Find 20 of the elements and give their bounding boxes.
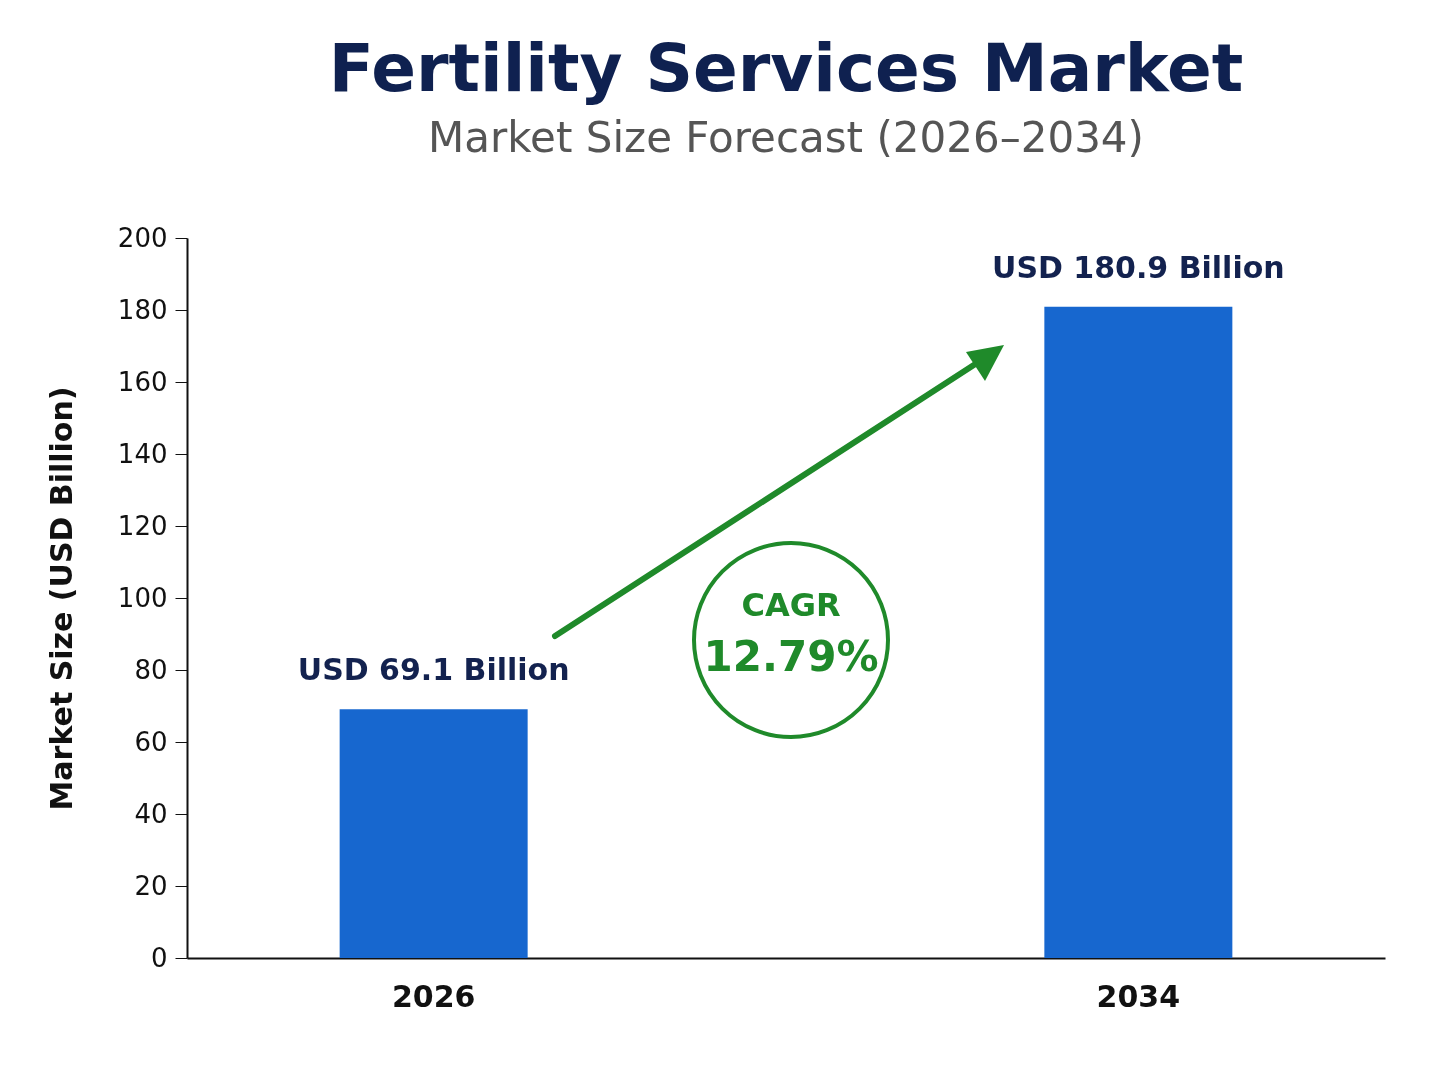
y-tick-label: 160: [117, 366, 168, 397]
y-tick-label: 80: [134, 654, 168, 685]
y-tick-label: 0: [150, 942, 168, 973]
annotation: CAGR: [740, 586, 842, 624]
x-tick-label: 2026: [391, 978, 476, 1014]
annotation: 12.79%: [702, 632, 880, 681]
y-tick-label: 20: [134, 870, 168, 901]
chart-subtitle: Market Size Forecast (2026–2034): [428, 113, 1144, 162]
data-label: USD 69.1 Billion: [297, 652, 570, 688]
chart-title: Fertility Services Market: [328, 30, 1244, 107]
y-tick-label: 100: [117, 582, 168, 613]
x-tick-label: 2034: [1096, 978, 1181, 1014]
y-tick-label: 200: [117, 222, 168, 253]
y-tick-label: 180: [117, 294, 168, 325]
y-tick-label: 140: [117, 438, 168, 469]
y-tick-label: 60: [134, 726, 168, 757]
y-tick-label: 40: [134, 798, 168, 829]
y-axis-title: Market Size (USD Billion): [43, 386, 79, 811]
y-tick-label: 120: [117, 510, 168, 541]
data-label: USD 180.9 Billion: [992, 249, 1285, 285]
